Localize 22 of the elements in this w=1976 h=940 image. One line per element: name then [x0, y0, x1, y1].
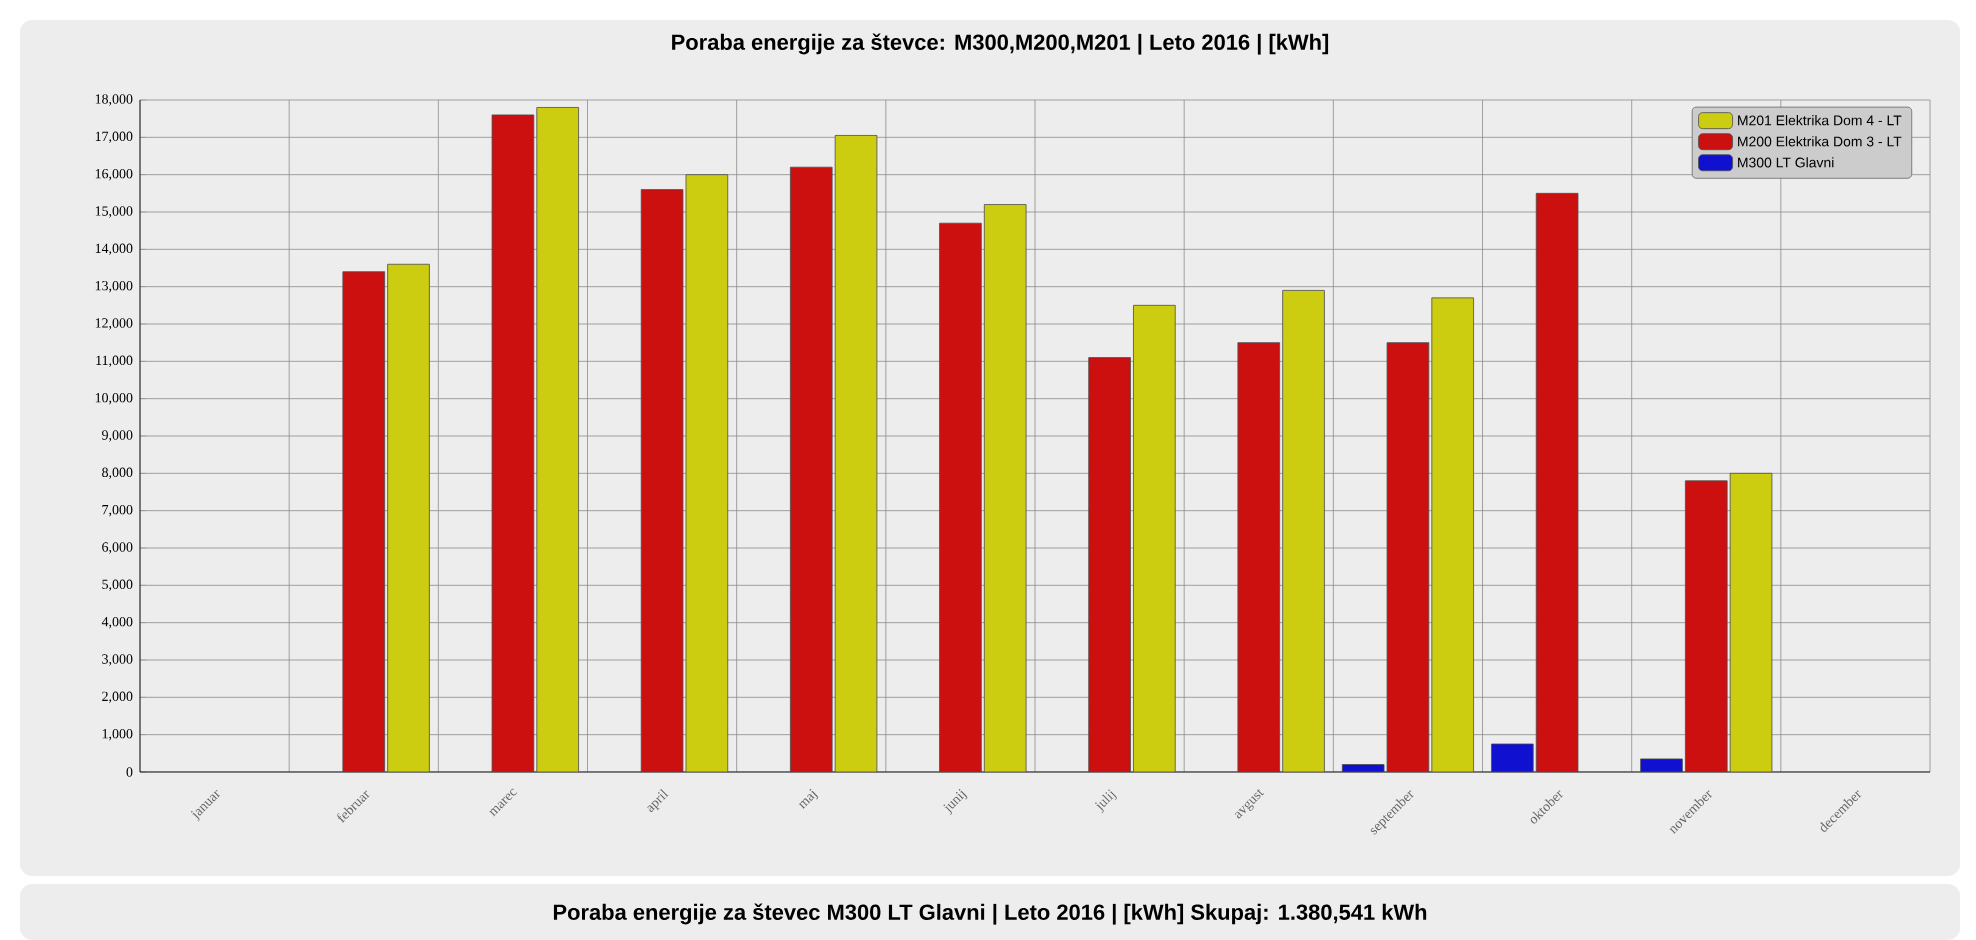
bar	[387, 263, 430, 772]
chart-title: Poraba energije za števce: M300,M200,M201 | Leto 2016 | [kWh]	[672, 33, 1329, 55]
bar	[1386, 342, 1430, 772]
text: Poraba energije za števec M300 LT Glavni | Leto 2016 | [kWh] Skupaj: 1.380,541 kWh	[553, 903, 1427, 925]
bar	[685, 174, 729, 772]
bar	[983, 204, 1027, 772]
bar	[1088, 357, 1131, 772]
bar	[1133, 304, 1176, 772]
bar	[491, 114, 535, 772]
bar	[640, 189, 684, 772]
bar	[342, 271, 386, 772]
bar	[536, 107, 579, 772]
bar	[1491, 744, 1534, 772]
bar	[939, 222, 982, 772]
bar	[1431, 297, 1474, 772]
bar	[1237, 342, 1281, 772]
bar	[1684, 480, 1728, 772]
bar	[1535, 192, 1579, 772]
bar	[1282, 289, 1325, 772]
bar	[1729, 472, 1773, 772]
bar	[789, 166, 833, 772]
bar	[834, 135, 878, 772]
